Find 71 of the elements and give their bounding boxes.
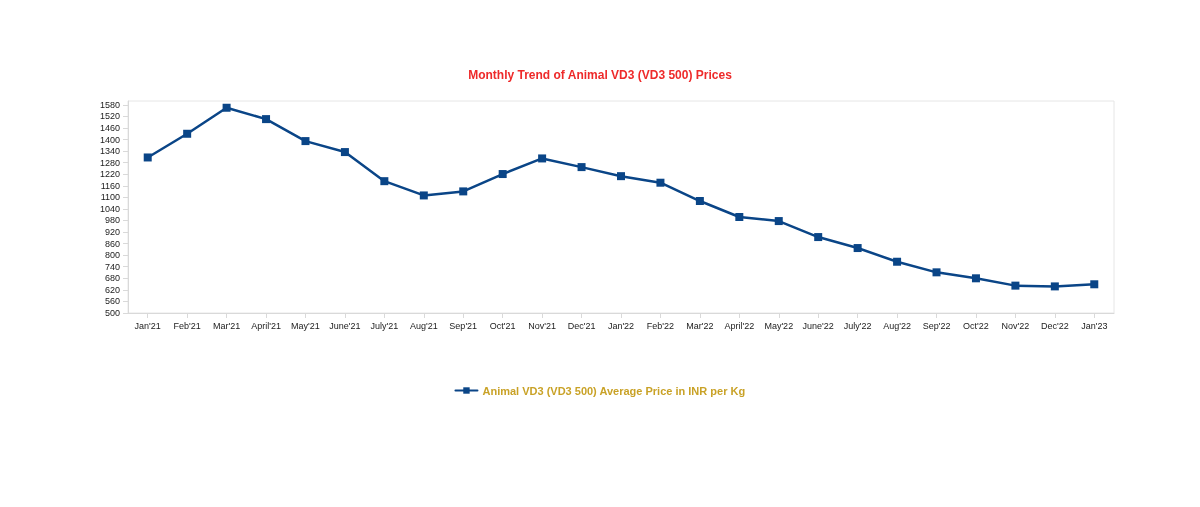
y-tick-label: 560 bbox=[104, 296, 120, 307]
x-tick-label: June'22 bbox=[802, 320, 834, 331]
y-tick-label: 1520 bbox=[99, 111, 120, 122]
point bbox=[340, 148, 349, 157]
y-tick-label: 1580 bbox=[99, 99, 120, 110]
x-tick-label: Oct'22 bbox=[963, 320, 989, 331]
y-tick-label: 1100 bbox=[100, 192, 120, 203]
x-tick-label: April'21 bbox=[251, 320, 281, 331]
x-tick-label: Aug'22 bbox=[883, 320, 911, 331]
x-tick-label: Sep'22 bbox=[922, 320, 951, 331]
point bbox=[1050, 282, 1059, 291]
point bbox=[419, 191, 428, 200]
point bbox=[301, 137, 310, 146]
x-tick-label: June'21 bbox=[329, 320, 361, 331]
y-tick-label: 1400 bbox=[99, 134, 120, 145]
x-tick-label: Jan'21 bbox=[134, 320, 161, 331]
x-tick-label: April'22 bbox=[724, 320, 755, 331]
point bbox=[143, 153, 152, 162]
y-tick-label: 920 bbox=[104, 227, 120, 238]
y-tick-label: 860 bbox=[104, 238, 120, 249]
point bbox=[814, 233, 823, 242]
point bbox=[380, 177, 389, 186]
y-tick-label: 800 bbox=[104, 250, 120, 261]
point bbox=[774, 217, 783, 226]
x-tick-label: Mar'21 bbox=[212, 320, 241, 331]
x-tick-label: Mar'22 bbox=[686, 320, 714, 331]
x-tick-label: May'21 bbox=[291, 320, 320, 331]
x-tick-label: Nov'22 bbox=[1001, 320, 1030, 331]
y-tick-label: 1280 bbox=[99, 157, 120, 168]
x-tick-label: Oct'21 bbox=[489, 320, 516, 331]
x-tick-label: Dec'21 bbox=[567, 320, 596, 331]
point bbox=[695, 197, 704, 206]
x-tick-label: July'22 bbox=[843, 320, 872, 331]
x-tick-label: Sep'21 bbox=[449, 320, 478, 331]
point bbox=[617, 172, 625, 181]
chart-title: Monthly Trend of Animal VD3 (VD3 500) Prices bbox=[468, 68, 733, 82]
y-tick-label: 740 bbox=[104, 261, 120, 272]
point bbox=[538, 154, 547, 163]
point bbox=[1090, 280, 1099, 289]
y-tick-label: 1340 bbox=[99, 146, 120, 157]
point bbox=[971, 274, 980, 283]
point bbox=[498, 170, 507, 179]
x-tick-label: July'21 bbox=[370, 320, 399, 331]
x-tick-label: May'22 bbox=[764, 320, 794, 331]
y-tick-label: 1040 bbox=[99, 203, 120, 214]
y-tick-label: 1220 bbox=[99, 169, 120, 180]
y-tick-label: 1160 bbox=[100, 180, 120, 191]
point bbox=[577, 163, 586, 172]
y-tick-label: 1460 bbox=[99, 122, 120, 133]
x-tick-label: Feb'22 bbox=[646, 320, 675, 331]
point bbox=[893, 257, 902, 266]
point bbox=[853, 244, 862, 253]
y-tick-label: 500 bbox=[104, 308, 120, 318]
legend-label: Animal VD3 (VD3 500) Average Price in INR per Kg bbox=[482, 384, 746, 397]
point bbox=[222, 103, 231, 112]
point bbox=[932, 268, 941, 277]
x-tick-label: Nov'21 bbox=[528, 320, 556, 331]
point bbox=[183, 129, 192, 138]
point bbox=[459, 187, 468, 196]
point bbox=[735, 213, 744, 222]
point bbox=[262, 115, 271, 124]
x-tick-label: Jan'23 bbox=[1081, 320, 1108, 331]
y-tick-label: 620 bbox=[104, 284, 120, 295]
point bbox=[1011, 281, 1020, 290]
x-tick-label: Feb'21 bbox=[173, 320, 201, 331]
y-tick-label: 980 bbox=[104, 215, 120, 226]
x-tick-label: Dec'22 bbox=[1040, 320, 1069, 331]
y-tick-label: 680 bbox=[104, 273, 120, 284]
point bbox=[656, 178, 665, 187]
x-tick-label: Jan'22 bbox=[607, 320, 635, 331]
x-tick-label: Aug'21 bbox=[409, 320, 438, 331]
